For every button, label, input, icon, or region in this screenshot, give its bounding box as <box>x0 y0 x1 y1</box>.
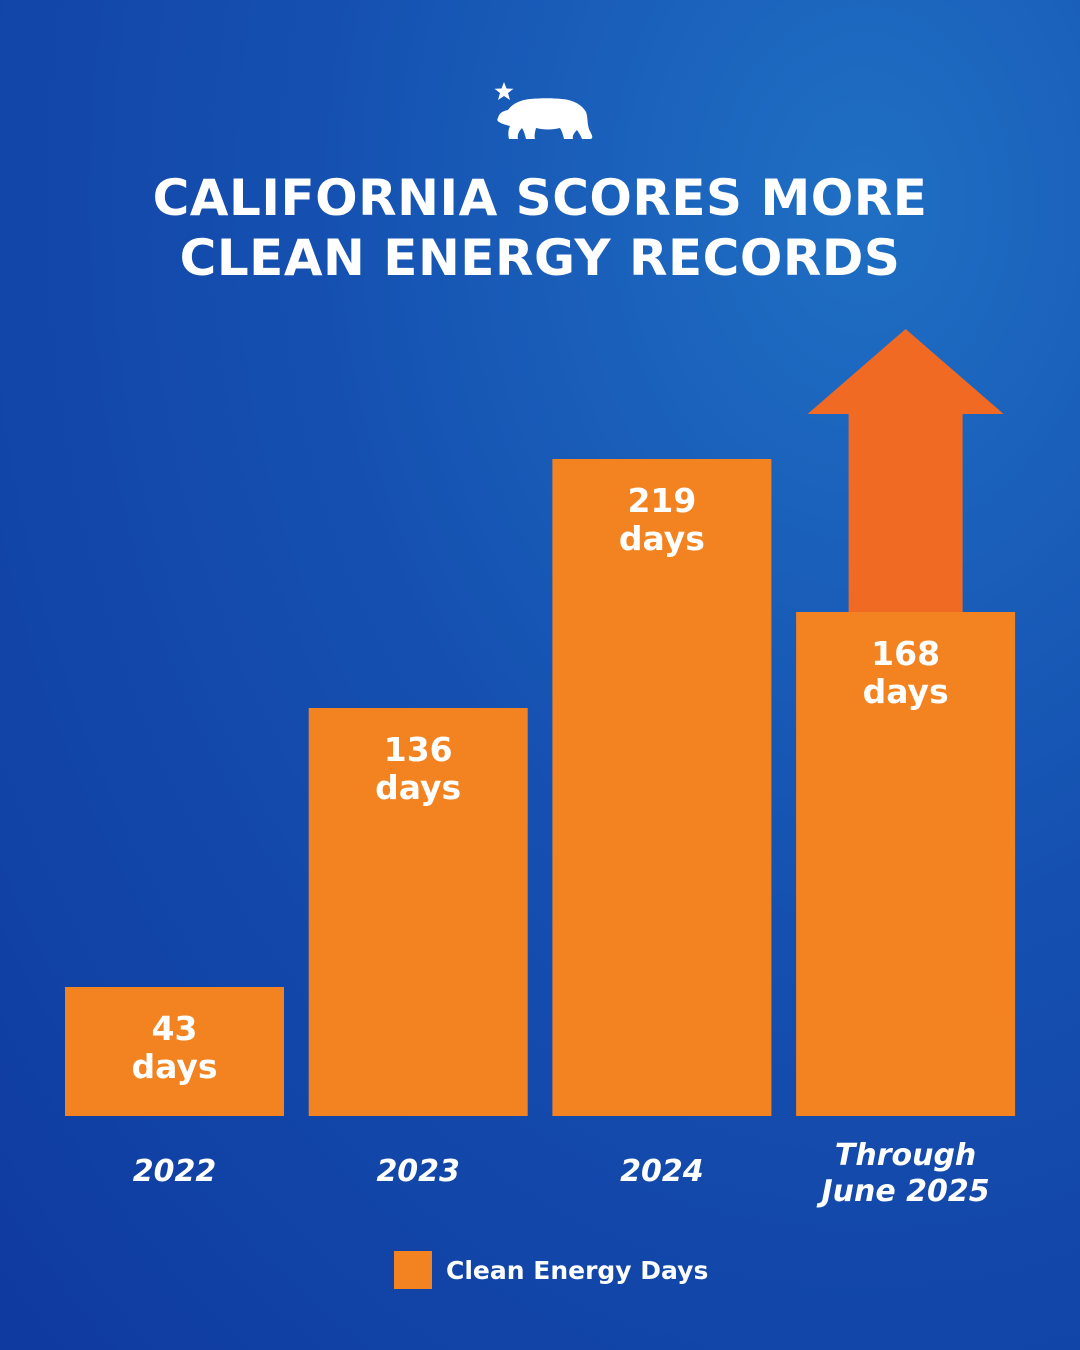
bar-1 <box>65 987 284 1116</box>
bar-3-value-label: 219 <box>627 481 696 520</box>
legend-label: Clean Energy Days <box>446 1255 709 1285</box>
chart-title-line-1: CALIFORNIA SCORES MORE <box>152 169 928 227</box>
bar-4-value-label: 168 <box>871 634 940 673</box>
bar-2 <box>308 708 528 1116</box>
bar-4-value-label: days <box>863 672 949 711</box>
chart-title-line-2: CLEAN ENERGY RECORDS <box>179 229 901 287</box>
up-arrow-icon <box>807 329 1004 612</box>
category-label-3: 2024 <box>620 1154 704 1189</box>
bar-2-value-label: days <box>375 768 461 807</box>
bar-3 <box>552 459 772 1116</box>
category-label-1: 2022 <box>133 1154 217 1189</box>
bar-1-value-label: days <box>131 1047 217 1086</box>
category-label-2: 2023 <box>376 1154 460 1189</box>
bar-4 <box>796 612 1016 1116</box>
legend-swatch <box>394 1251 432 1289</box>
bar-1-value-label: 43 <box>152 1009 198 1048</box>
bar-3-value-label: days <box>619 519 705 558</box>
category-label-4: Through <box>835 1138 976 1173</box>
category-label-4: June 2025 <box>817 1174 990 1209</box>
bar-2-value-label: 136 <box>384 730 453 769</box>
legend: Clean Energy Days <box>394 1250 708 1290</box>
california-bear-star-icon <box>494 82 593 139</box>
